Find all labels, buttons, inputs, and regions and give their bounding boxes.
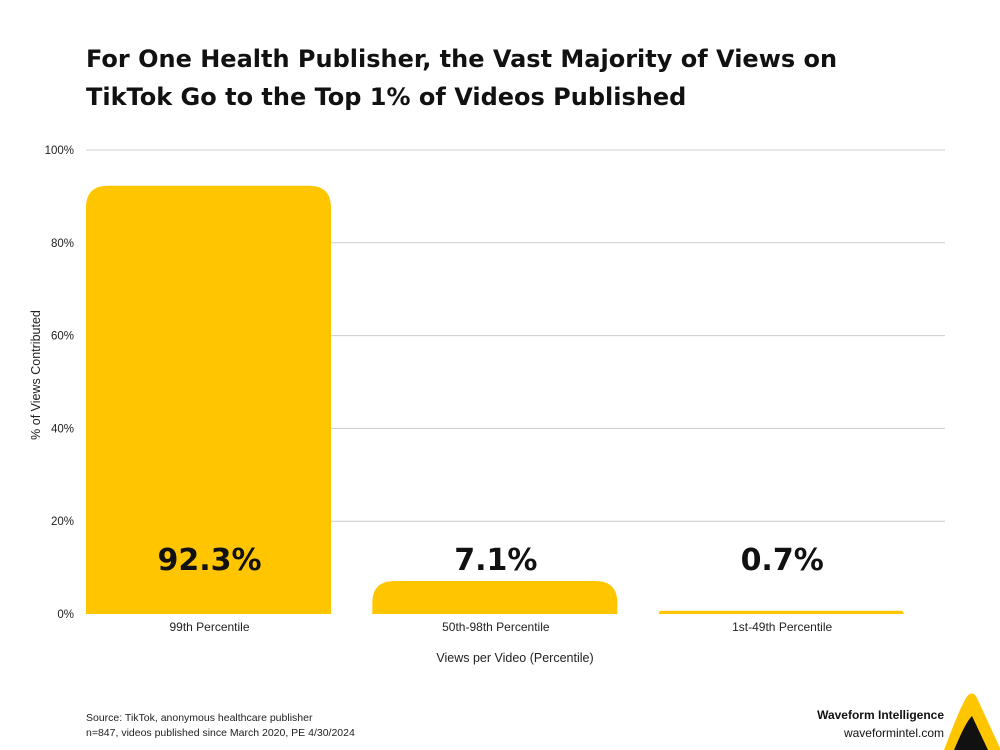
chart-title-line-1: For One Health Publisher, the Vast Major… (86, 45, 838, 73)
source-line-1: Source: TikTok, anonymous healthcare pub… (86, 712, 313, 724)
x-tick-label: 50th-98th Percentile (442, 620, 550, 634)
source-note: Source: TikTok, anonymous healthcare pub… (86, 711, 355, 741)
y-tick-label: 100% (45, 145, 74, 157)
source-line-2: n=847, videos published since March 2020… (86, 727, 355, 739)
bar (372, 581, 618, 614)
brand-url: waveformintel.com (843, 726, 944, 740)
chart-title-line-2: TikTok Go to the Top 1% of Videos Publis… (86, 83, 687, 111)
y-tick-label: 80% (51, 238, 74, 250)
x-axis-title: Views per Video (Percentile) (436, 651, 593, 665)
data-label: 7.1% (454, 543, 537, 578)
brand-block: Waveform Intelligence waveformintel.com (817, 706, 944, 742)
y-tick-label: 40% (51, 423, 74, 435)
x-tick-label: 99th Percentile (169, 620, 249, 634)
x-tick-label: 1st-49th Percentile (732, 620, 832, 634)
brand-name: Waveform Intelligence (817, 708, 944, 722)
bar (86, 185, 331, 614)
bar (658, 610, 904, 614)
data-label: 92.3% (157, 543, 261, 578)
data-label: 0.7% (741, 543, 824, 578)
y-tick-label: 60% (51, 331, 74, 343)
bar-chart: 0% 20% 40% 60% 80% 100% 99th Percentile 92.3% 50… (29, 145, 945, 665)
chart-title: For One Health Publisher, the Vast Major… (86, 40, 906, 116)
y-axis-title: % of Views Contributed (29, 310, 43, 440)
waveform-logo-icon (944, 693, 1000, 750)
y-tick-label: 20% (51, 516, 74, 528)
y-tick-label: 0% (57, 609, 74, 621)
